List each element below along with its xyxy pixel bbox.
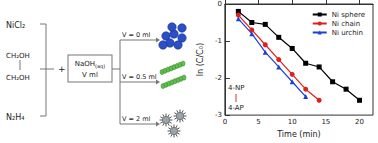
svg-text:Time (min): Time (min) (276, 130, 320, 139)
svg-text:Ni chain: Ni chain (332, 20, 360, 28)
svg-text:V = 0.5 ml: V = 0.5 ml (122, 73, 157, 81)
svg-text:CH₂OH: CH₂OH (6, 52, 30, 60)
svg-text:0: 0 (217, 0, 221, 8)
svg-text:-3: -3 (215, 111, 222, 119)
svg-text:15: 15 (321, 118, 330, 126)
svg-text:5: 5 (256, 118, 260, 126)
svg-text:NaOH(aq): NaOH(aq) (75, 60, 106, 70)
svg-text:N₂H₄: N₂H₄ (6, 113, 24, 122)
svg-text:-2: -2 (215, 74, 222, 82)
svg-text:-1: -1 (215, 37, 222, 45)
svg-text:+: + (58, 64, 66, 74)
svg-text:4-AP: 4-AP (228, 104, 244, 112)
svg-text:0: 0 (223, 118, 227, 126)
svg-text:V ml: V ml (82, 71, 98, 79)
svg-text:20: 20 (355, 118, 364, 126)
svg-text:V = 0 ml: V = 0 ml (122, 31, 151, 39)
svg-text:Ni urchin: Ni urchin (332, 29, 363, 37)
svg-text:CH₂OH: CH₂OH (6, 74, 30, 82)
svg-text:4-NP: 4-NP (228, 84, 244, 92)
svg-text:Ni sphere: Ni sphere (332, 11, 365, 19)
svg-text:NiCl₂: NiCl₂ (6, 21, 25, 30)
svg-text:V = 2 ml: V = 2 ml (122, 115, 151, 123)
svg-text:10: 10 (288, 118, 297, 126)
svg-text:ln (C/C₀): ln (C/C₀) (196, 43, 205, 76)
